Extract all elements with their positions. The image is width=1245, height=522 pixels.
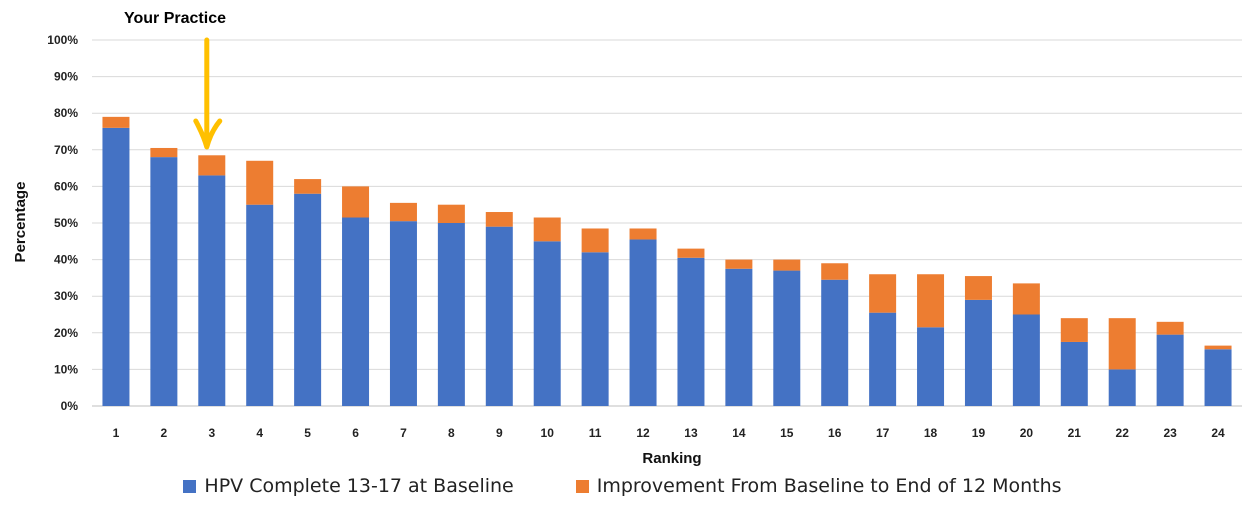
x-tick-label: 8 <box>448 426 455 440</box>
legend-label-improvement: Improvement From Baseline to End of 12 M… <box>596 475 1062 497</box>
bar-improvement <box>869 274 897 313</box>
x-tick-label: 18 <box>924 426 938 440</box>
x-tick-label: 22 <box>1116 426 1130 440</box>
bar-improvement <box>485 212 513 227</box>
y-tick-label: 30% <box>54 289 78 303</box>
x-tick-label: 14 <box>732 426 746 440</box>
x-tick-label: 13 <box>684 426 698 440</box>
x-tick-label: 7 <box>400 426 407 440</box>
y-tick-label: 90% <box>54 70 78 84</box>
bar-improvement <box>773 259 801 271</box>
x-tick-label: 6 <box>352 426 359 440</box>
bar-baseline <box>437 223 465 406</box>
bar-baseline <box>150 157 178 406</box>
bar-improvement <box>821 263 849 280</box>
y-tick-label: 40% <box>54 253 78 267</box>
bar-improvement <box>1108 318 1136 370</box>
y-tick-label: 70% <box>54 143 78 157</box>
x-tick-label: 4 <box>256 426 263 440</box>
y-tick-label: 60% <box>54 179 78 193</box>
bar-improvement <box>198 155 226 176</box>
bar-baseline <box>485 226 513 406</box>
x-tick-label: 11 <box>589 426 602 440</box>
legend-item-improvement: Improvement From Baseline to End of 12 M… <box>575 475 1062 497</box>
bar-improvement <box>964 276 992 300</box>
y-tick-label: 50% <box>54 216 78 230</box>
bar-improvement <box>246 160 274 205</box>
bar-baseline <box>1060 341 1088 406</box>
bar-improvement <box>629 228 657 240</box>
bar-improvement <box>342 186 370 218</box>
x-tick-label: 15 <box>780 426 794 440</box>
bar-baseline <box>389 221 417 406</box>
x-axis-title: Ranking <box>642 450 701 467</box>
bar-baseline <box>917 327 945 406</box>
x-tick-label: 23 <box>1163 426 1177 440</box>
x-tick-label: 9 <box>496 426 503 440</box>
x-tick-label: 3 <box>208 426 215 440</box>
y-tick-label: 0% <box>61 399 79 413</box>
bar-baseline <box>102 127 130 406</box>
legend: HPV Complete 13-17 at Baseline Improveme… <box>0 466 1245 506</box>
bar-improvement <box>1012 283 1040 315</box>
bar-improvement <box>389 202 417 222</box>
bar-baseline <box>581 252 609 406</box>
gridlines <box>92 39 1242 407</box>
x-tick-label: 19 <box>972 426 986 440</box>
bar-baseline <box>1012 314 1040 406</box>
legend-label-baseline: HPV Complete 13-17 at Baseline <box>204 475 514 497</box>
bars <box>102 116 1232 406</box>
your-practice-arrow <box>193 37 223 150</box>
bar-baseline <box>246 204 274 406</box>
bar-baseline <box>342 217 370 406</box>
y-tick-labels: 0% 10% 20% 30% 40% 50% 60% 70% 80% 90% 100% <box>47 33 78 413</box>
bar-baseline <box>198 175 226 406</box>
bar-baseline <box>294 193 322 406</box>
bar-baseline <box>1204 349 1232 406</box>
x-tick-labels: 1 2 3 4 5 6 7 8 9 10 11 12 13 14 15 16 17 18 19 20 21 22 23 24 <box>113 426 1225 440</box>
bar-improvement <box>677 248 705 258</box>
bar-baseline <box>773 270 801 406</box>
x-tick-label: 12 <box>636 426 650 440</box>
x-tick-label: 24 <box>1211 426 1225 440</box>
y-axis-title: Percentage <box>12 182 29 263</box>
x-tick-label: 10 <box>541 426 555 440</box>
bar-improvement <box>150 147 178 158</box>
y-tick-label: 100% <box>47 33 78 47</box>
bar-improvement <box>102 116 130 128</box>
x-tick-label: 5 <box>304 426 311 440</box>
bar-baseline <box>533 241 561 406</box>
legend-item-baseline: HPV Complete 13-17 at Baseline <box>183 475 514 497</box>
x-tick-label: 21 <box>1068 426 1082 440</box>
bar-improvement <box>917 274 945 328</box>
bar-baseline <box>869 312 897 406</box>
bar-baseline <box>1156 334 1184 406</box>
legend-swatch-baseline <box>183 479 197 493</box>
x-tick-label: 1 <box>113 426 120 440</box>
bar-improvement <box>581 228 609 253</box>
bar-improvement <box>1156 321 1184 335</box>
x-tick-label: 16 <box>828 426 842 440</box>
bar-baseline <box>1108 369 1136 406</box>
bar-baseline <box>629 239 657 406</box>
x-tick-label: 2 <box>161 426 168 440</box>
x-tick-label: 20 <box>1020 426 1034 440</box>
bar-improvement <box>725 259 753 269</box>
bar-baseline <box>964 299 992 406</box>
y-tick-label: 80% <box>54 106 78 120</box>
bar-baseline <box>725 268 753 406</box>
y-tick-label: 10% <box>54 362 78 376</box>
bar-baseline <box>677 257 705 406</box>
x-tick-label: 17 <box>876 426 890 440</box>
bar-baseline <box>821 279 849 406</box>
y-tick-label: 20% <box>54 326 78 340</box>
bar-improvement <box>1060 318 1088 342</box>
bar-improvement <box>533 217 561 242</box>
your-practice-annotation: Your Practice <box>124 10 226 27</box>
bar-improvement <box>1204 345 1232 350</box>
legend-swatch-improvement <box>575 479 589 493</box>
bar-improvement <box>294 179 322 194</box>
bar-improvement <box>437 204 465 223</box>
